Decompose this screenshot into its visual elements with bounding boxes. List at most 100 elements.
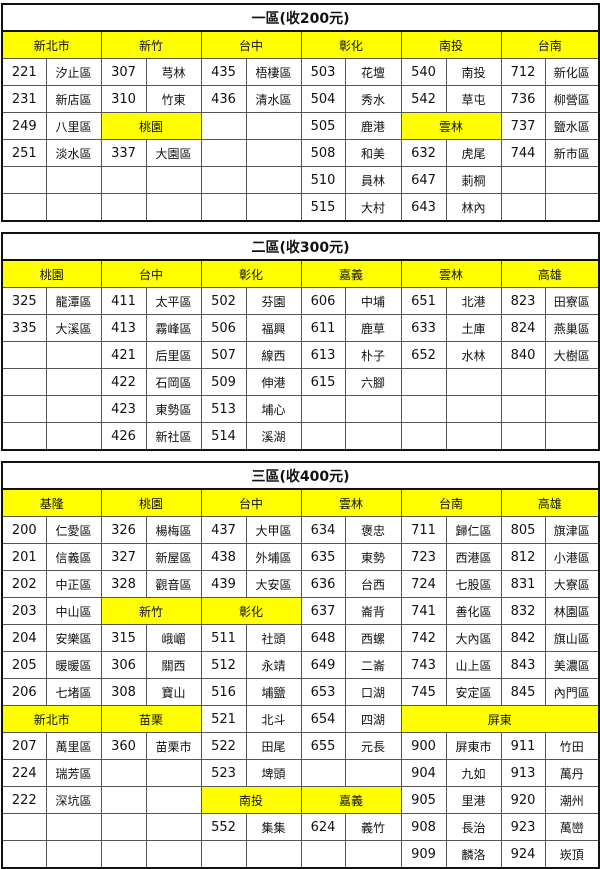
postal-code: 515: [300, 193, 346, 222]
table-row: 231 新店區 310 竹東 436 清水區 504 秀水 542 草屯 736 柳營區: [1, 85, 600, 113]
postal-code: 924: [500, 840, 546, 869]
empty-cell: [100, 193, 147, 222]
district-name: 梧棲區: [245, 58, 302, 86]
region-header: 屏東: [400, 705, 600, 733]
postal-code: 843: [500, 651, 546, 679]
region-header: 台中: [200, 30, 302, 59]
empty-cell: [145, 193, 202, 222]
postal-code: 438: [200, 543, 247, 571]
district-name: 大溪區: [45, 314, 102, 342]
region-header: 新竹: [100, 30, 202, 59]
district-name: 清水區: [245, 85, 302, 113]
district-name: 旗津區: [544, 516, 600, 544]
district-name: 安定區: [445, 678, 502, 706]
postal-code: 521: [200, 705, 247, 733]
district-name: 鹿港: [344, 112, 402, 140]
postal-code: 923: [500, 813, 546, 841]
region-header: 彰化: [200, 597, 302, 625]
district-name: 林園區: [544, 597, 600, 625]
region-header: 高雄: [500, 259, 600, 288]
postal-code: 411: [100, 287, 147, 315]
district-name: 芬園: [245, 287, 302, 315]
empty-cell: [45, 368, 102, 396]
district-name: 旗山區: [544, 624, 600, 652]
postal-code: 328: [100, 570, 147, 598]
postal-zone-table: 二區(收300元) 桃園 台中 彰化 嘉義 雲林 高雄 325 龍潭區 411 太平區 502 芬園 60…: [1, 232, 600, 451]
postal-code: 523: [200, 759, 247, 787]
district-name: 太平區: [145, 287, 202, 315]
district-name: 長治: [445, 813, 502, 841]
district-name: 大村: [344, 193, 402, 222]
empty-cell: [544, 166, 600, 194]
district-name: 燕巢區: [544, 314, 600, 342]
region-header-row: 基隆 桃園 台中 雲林 台南 高雄: [1, 488, 600, 517]
district-name: 苗栗市: [145, 732, 202, 760]
district-name: 鹿草: [344, 314, 402, 342]
district-name: 汐止區: [45, 58, 102, 86]
district-name: 淡水區: [45, 139, 102, 167]
empty-cell: [445, 395, 502, 423]
district-name: 溪湖: [245, 422, 302, 451]
district-name: 褒忠: [344, 516, 402, 544]
postal-code: 736: [500, 85, 546, 113]
district-name: 社頭: [245, 624, 302, 652]
postal-code: 516: [200, 678, 247, 706]
district-name: 新化區: [544, 58, 600, 86]
postal-code: 505: [300, 112, 346, 140]
district-name: 柳營區: [544, 85, 600, 113]
district-name: 萬丹: [544, 759, 600, 787]
district-name: 二崙: [344, 651, 402, 679]
district-name: 七堵區: [45, 678, 102, 706]
postal-code: 423: [100, 395, 147, 423]
postal-code: 306: [100, 651, 147, 679]
empty-cell: [500, 395, 546, 423]
postal-code: 742: [400, 624, 447, 652]
district-name: 線西: [245, 341, 302, 369]
district-name: 北港: [445, 287, 502, 315]
district-name: 田尾: [245, 732, 302, 760]
postal-code: 913: [500, 759, 546, 787]
district-name: 外埔區: [245, 543, 302, 571]
postal-code: 249: [1, 112, 47, 140]
table-row: 422 石岡區 509 伸港 615 六腳: [1, 368, 600, 396]
district-name: 台西: [344, 570, 402, 598]
empty-cell: [200, 840, 247, 869]
zone-title: 三區(收400元): [1, 461, 600, 490]
table-row: 515 大村 643 林內: [1, 193, 600, 222]
empty-cell: [300, 840, 346, 869]
district-name: 四湖: [344, 705, 402, 733]
district-name: 安樂區: [45, 624, 102, 652]
district-name: 石岡區: [145, 368, 202, 396]
district-name: 竹田: [544, 732, 600, 760]
empty-cell: [344, 422, 402, 451]
district-name: 觀音區: [145, 570, 202, 598]
postal-code: 652: [400, 341, 447, 369]
district-name: 信義區: [45, 543, 102, 571]
postal-code: 842: [500, 624, 546, 652]
postal-code: 643: [400, 193, 447, 222]
postal-code: 655: [300, 732, 346, 760]
table-row: 201 信義區 327 新屋區 438 外埔區 635 東勢 723 西港區 812 小港區: [1, 543, 600, 571]
empty-cell: [245, 166, 302, 194]
postal-code: 904: [400, 759, 447, 787]
region-header: 高雄: [500, 488, 600, 517]
postal-code: 649: [300, 651, 346, 679]
empty-cell: [245, 139, 302, 167]
district-name: 埤頭: [245, 759, 302, 787]
postal-code: 648: [300, 624, 346, 652]
district-name: 花壇: [344, 58, 402, 86]
postal-code: 439: [200, 570, 247, 598]
empty-cell: [45, 840, 102, 869]
empty-cell: [400, 422, 447, 451]
empty-cell: [45, 193, 102, 222]
empty-cell: [100, 759, 147, 787]
empty-cell: [100, 813, 147, 841]
empty-cell: [1, 341, 47, 369]
table-row: 222 深坑區 南投 嘉義 905 里港 920 潮州: [1, 786, 600, 814]
table-row: 新北市 苗栗 521 北斗 654 四湖 屏東: [1, 705, 600, 733]
postal-code: 222: [1, 786, 47, 814]
district-name: 內門區: [544, 678, 600, 706]
region-header: 雲林: [400, 112, 502, 140]
district-name: 伸港: [245, 368, 302, 396]
postal-code: 308: [100, 678, 147, 706]
